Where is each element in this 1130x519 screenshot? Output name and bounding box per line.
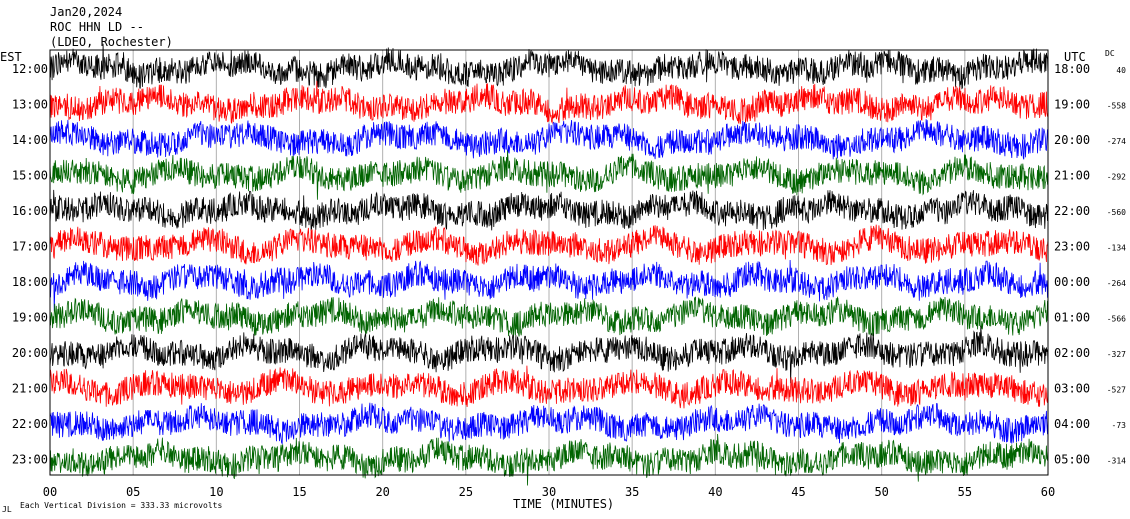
dc-offset-label: -134 [1107,244,1126,253]
utc-time-label: 01:00 [1054,311,1090,325]
est-time-label: 20:00 [12,346,48,360]
trace-labels: 12:00 18:00 40 13:00 19:00 -558 14:00 20:00 -274… [12,62,1126,467]
utc-time-label: 18:00 [1054,62,1090,76]
dc-offset-label: 40 [1116,66,1126,75]
date-label: Jan20,2024 [50,5,122,19]
dc-offset-label: -566 [1107,315,1126,324]
utc-time-label: 20:00 [1054,133,1090,147]
network-label: (LDEO, Rochester) [50,35,173,49]
right-axis-label: UTC [1064,50,1086,64]
utc-time-label: 23:00 [1054,240,1090,254]
dc-offset-label: -314 [1107,457,1126,466]
utc-time-label: 05:00 [1054,453,1090,467]
trace-line [49,365,1049,409]
x-tick-label: 50 [874,485,888,499]
x-tick-label: 15 [292,485,306,499]
trace-line [49,224,1049,266]
utc-time-label: 22:00 [1054,204,1090,218]
grid-lines [49,50,1049,475]
x-tick-label: 20 [375,485,389,499]
utc-time-label: 21:00 [1054,169,1090,183]
plot-frame [49,49,1049,476]
trace-line [49,259,1049,311]
dc-header-label: DC [1105,49,1115,58]
x-tick-label: 60 [1041,485,1055,499]
dc-offset-label: -264 [1107,279,1126,288]
utc-time-label: 04:00 [1054,417,1090,431]
dc-offset-label: -327 [1107,350,1126,359]
scale-note: Each Vertical Division = 333.33 microvol… [20,501,222,510]
dc-offset-label: -560 [1107,208,1126,217]
dc-offset-label: -73 [1112,421,1127,430]
trace-line [49,150,1049,200]
utc-time-label: 03:00 [1054,382,1090,396]
est-time-label: 13:00 [12,98,48,112]
est-time-label: 23:00 [12,453,48,467]
x-tick-label: 35 [625,485,639,499]
est-time-label: 19:00 [12,311,48,325]
est-time-label: 18:00 [12,275,48,289]
trace-line [49,119,1049,160]
x-axis-title: TIME (MINUTES) [513,497,614,511]
dc-offset-label: -558 [1107,102,1126,111]
trace-line [49,189,1049,232]
utc-time-label: 00:00 [1054,275,1090,289]
x-tick-label: 45 [791,485,805,499]
dc-offset-label: -292 [1107,173,1126,182]
dc-offset-label: -274 [1107,137,1126,146]
x-tick-label: 05 [126,485,140,499]
x-tick-label: 55 [958,485,972,499]
left-axis-label: EST [0,50,22,64]
est-time-label: 21:00 [12,382,48,396]
x-tick-label: 25 [459,485,473,499]
x-tick-label: 30 [542,485,556,499]
x-tick-label: 00 [43,485,57,499]
svg-text:JL: JL [2,505,12,514]
utc-time-label: 02:00 [1054,346,1090,360]
trace-line [49,325,1049,384]
station-label: ROC HHN LD -- [50,20,144,34]
footer-logo-icon: JL [2,505,12,514]
seismic-traces [49,43,1049,486]
trace-line [49,80,1049,125]
trace-line [49,433,1049,486]
dc-offset-label: -527 [1107,386,1126,395]
x-axis-ticks: 00 05 10 15 20 25 30 35 40 45 50 55 60 [43,485,1055,499]
x-tick-label: 40 [708,485,722,499]
est-time-label: 22:00 [12,417,48,431]
trace-line [49,296,1049,339]
trace-line [49,43,1049,90]
est-time-label: 15:00 [12,169,48,183]
est-time-label: 16:00 [12,204,48,218]
est-time-label: 17:00 [12,240,48,254]
est-time-label: 14:00 [12,133,48,147]
x-tick-label: 10 [209,485,223,499]
trace-line [49,402,1049,445]
est-time-label: 12:00 [12,62,48,76]
utc-time-label: 19:00 [1054,98,1090,112]
